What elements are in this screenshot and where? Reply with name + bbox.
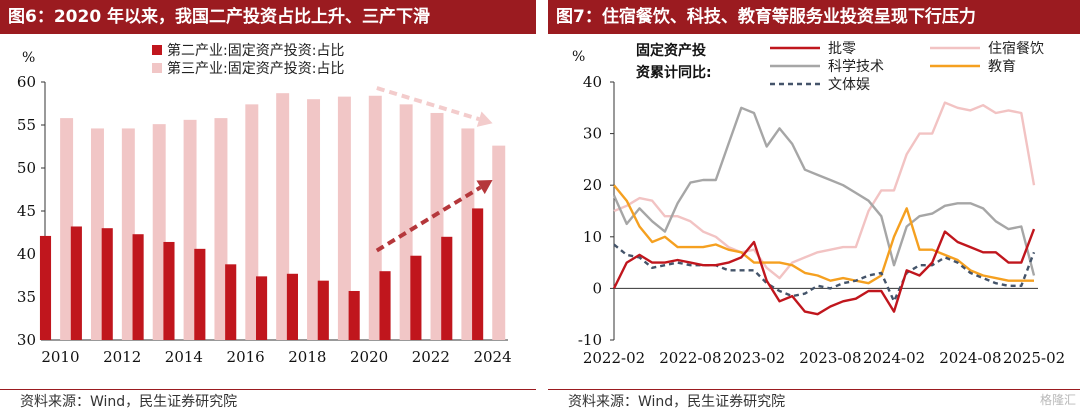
bar-secondary bbox=[225, 264, 237, 340]
trend-arrow-line bbox=[376, 86, 480, 122]
x-tick-label: 2014 bbox=[165, 348, 203, 366]
bar-secondary bbox=[70, 226, 82, 340]
y-unit-label: % bbox=[572, 49, 585, 65]
bar-secondary bbox=[132, 234, 144, 340]
x-tick-label: 2016 bbox=[227, 348, 265, 366]
y-tick-label: 20 bbox=[583, 176, 602, 194]
series-line-4 bbox=[613, 243, 1036, 303]
bar-tertiary bbox=[214, 118, 228, 341]
x-tick-label: 2022-02 bbox=[583, 349, 645, 367]
legend-title-line2: 资累计同比: bbox=[636, 64, 712, 81]
left-chart-title-bar: 图6：2020 年以来，我国二产投资占比上升、三产下滑 bbox=[0, 0, 536, 34]
bar-tertiary bbox=[368, 95, 382, 340]
y-tick-label: -10 bbox=[578, 331, 602, 349]
legend-label: 教育 bbox=[988, 59, 1016, 75]
right-chart-title-bar: 图7：住宿餐饮、科技、教育等服务业投资呈现下行压力 bbox=[548, 0, 1080, 34]
bar-tertiary bbox=[337, 96, 351, 340]
bar-secondary bbox=[317, 280, 329, 340]
x-tick-label: 2023-08 bbox=[799, 349, 861, 367]
right-chart-panel: 图7：住宿餐饮、科技、教育等服务业投资呈现下行压力 -10 0 10 20 30 40% 2… bbox=[548, 0, 1080, 413]
bar-secondary bbox=[286, 273, 298, 340]
series-line-0 bbox=[612, 228, 1036, 316]
x-tick-label: 2022-08 bbox=[659, 349, 721, 367]
trend-arrow-head bbox=[476, 111, 493, 127]
x-tick-label: 2024-02 bbox=[863, 349, 925, 367]
legend-label-tertiary: 第三产业:固定资产投资:占比 bbox=[167, 60, 344, 77]
series-line-2 bbox=[612, 106, 1036, 276]
x-tick-label: 2024 bbox=[473, 348, 511, 366]
left-chart-panel: 图6：2020 年以来，我国二产投资占比上升、三产下滑 30 35 40 45 50 55… bbox=[0, 0, 536, 413]
trend-arrow-head bbox=[476, 180, 493, 195]
bar-tertiary bbox=[90, 128, 104, 340]
bar-tertiary bbox=[461, 128, 475, 340]
bar-tertiary bbox=[307, 99, 321, 340]
left-chart-title: 图6：2020 年以来，我国二产投资占比上升、三产下滑 bbox=[8, 7, 431, 27]
bar-tertiary bbox=[430, 112, 444, 341]
x-tick-label: 2022 bbox=[412, 348, 450, 366]
x-tick-label: 2018 bbox=[288, 348, 326, 366]
y-tick-label: 45 bbox=[17, 202, 36, 220]
y-tick-label: 30 bbox=[583, 125, 602, 143]
y-tick-label: 55 bbox=[17, 116, 36, 134]
bar-secondary bbox=[101, 228, 113, 340]
bar-tertiary bbox=[60, 118, 74, 341]
watermark-logo: 格隆汇 bbox=[1039, 393, 1076, 407]
legend-label: 住宿餐饮 bbox=[988, 40, 1044, 57]
right-source-bar: 资料来源：Wind，民生证券研究院 bbox=[548, 389, 1080, 414]
y-tick-label: 40 bbox=[17, 245, 36, 263]
line-chart: -10 0 10 20 30 40% 2022-02 2022-08 2023-02 2023-0… bbox=[572, 40, 1065, 367]
x-tick-label: 2023-02 bbox=[723, 349, 785, 367]
x-tick-label: 2025-02 bbox=[1003, 349, 1065, 367]
series-line-1 bbox=[613, 101, 1036, 280]
bar-tertiary bbox=[183, 119, 197, 340]
y-tick-label: 0 bbox=[592, 279, 602, 297]
y-tick-label: 10 bbox=[583, 228, 602, 246]
bar-secondary bbox=[194, 248, 206, 340]
y-tick-label: 60 bbox=[17, 73, 36, 91]
bar-tertiary bbox=[152, 124, 166, 340]
bar-secondary bbox=[379, 271, 391, 340]
bar-tertiary bbox=[121, 128, 135, 340]
bar-tertiary bbox=[276, 93, 290, 341]
y-tick-label: 35 bbox=[17, 288, 36, 306]
left-source-text: 资料来源：Wind，民生证券研究院 bbox=[20, 394, 238, 410]
right-source-text: 资料来源：Wind，民生证券研究院 bbox=[568, 394, 786, 410]
left-source-bar: 资料来源：Wind，民生证券研究院 bbox=[0, 389, 536, 414]
bar-tertiary bbox=[245, 104, 259, 340]
y-tick-label: 30 bbox=[17, 331, 36, 349]
legend-swatch-secondary bbox=[152, 45, 162, 55]
bar-secondary bbox=[472, 208, 484, 340]
bar-secondary bbox=[39, 235, 52, 340]
bar-secondary bbox=[410, 255, 422, 340]
trend-arrow-line bbox=[375, 185, 482, 253]
legend-label-secondary: 第二产业:固定资产投资:占比 bbox=[167, 42, 344, 59]
x-tick-label: 2024-08 bbox=[939, 349, 1001, 367]
y-unit-label: % bbox=[22, 50, 35, 66]
x-tick-label: 2020 bbox=[350, 348, 388, 366]
bar-tertiary bbox=[492, 145, 506, 340]
bar-secondary bbox=[348, 290, 360, 340]
right-chart-title: 图7：住宿餐饮、科技、教育等服务业投资呈现下行压力 bbox=[556, 7, 976, 27]
legend-label: 科学技术 bbox=[828, 59, 884, 75]
legend-swatch-tertiary bbox=[152, 63, 162, 73]
bar-secondary bbox=[256, 276, 268, 340]
bar-secondary bbox=[441, 236, 453, 340]
y-tick-label: 40 bbox=[583, 73, 602, 91]
x-tick-label: 2010 bbox=[41, 348, 79, 366]
bar-chart: 30 35 40 45 50 55 60% 2010 2012 2014 2016 2018 2020 2… bbox=[17, 42, 512, 366]
series-line-3 bbox=[613, 184, 1034, 285]
x-tick-label: 2012 bbox=[103, 348, 141, 366]
bar-tertiary bbox=[399, 104, 413, 340]
legend-title-line1: 固定资产投 bbox=[636, 42, 706, 59]
legend-label: 批零 bbox=[828, 41, 856, 57]
bar-secondary bbox=[163, 241, 175, 340]
legend-label: 文体娱 bbox=[828, 77, 870, 93]
y-tick-label: 50 bbox=[17, 159, 36, 177]
